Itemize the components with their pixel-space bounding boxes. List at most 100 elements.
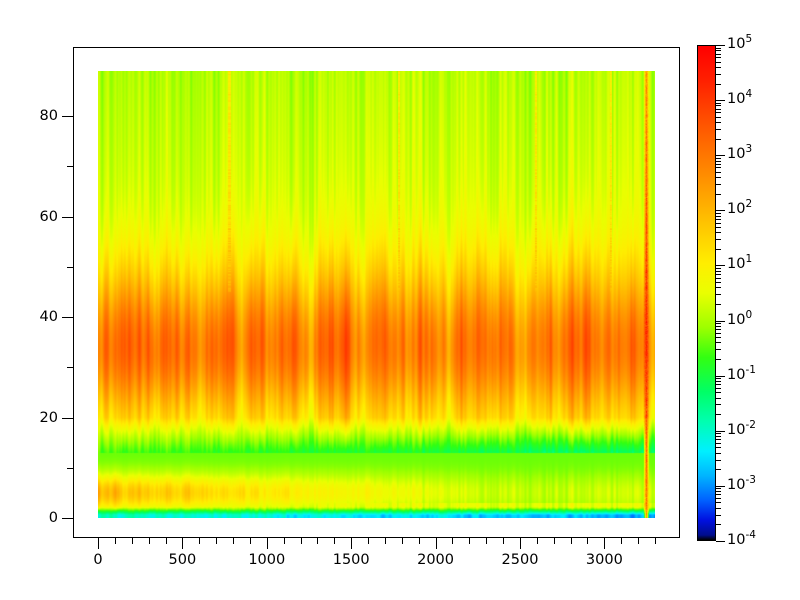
colorbar-tick-major (716, 541, 725, 542)
colorbar-tick-minor (716, 414, 721, 416)
colorbar-label-mantissa: 10 (727, 256, 746, 273)
colorbar-gradient (698, 46, 715, 540)
x-tick-minor (334, 538, 336, 544)
colorbar-tick-minor (716, 507, 721, 509)
colorbar-label-exponent: -2 (745, 418, 756, 431)
colorbar-tick-label: 105 (727, 34, 752, 52)
x-tick-major (98, 538, 99, 549)
x-tick-minor (469, 538, 471, 544)
colorbar-tick-minor (716, 433, 721, 435)
colorbar-tick-minor (716, 498, 721, 500)
x-tick-minor (300, 538, 302, 544)
y-tick-minor (67, 266, 73, 268)
colorbar-tick-minor (716, 524, 721, 526)
colorbar-tick-minor (716, 452, 721, 454)
colorbar-tick-minor (716, 277, 721, 279)
colorbar-tick-minor (716, 294, 721, 296)
colorbar-label-exponent: 2 (745, 198, 753, 211)
colorbar-tick-minor (716, 384, 721, 386)
colorbar-tick-minor (716, 112, 721, 114)
colorbar-tick-minor (716, 359, 721, 361)
colorbar-tick-minor (716, 329, 721, 331)
colorbar-tick-minor (716, 323, 721, 325)
colorbar-tick-major (716, 210, 725, 212)
colorbar-tick-minor (716, 282, 721, 284)
colorbar-tick-label: 100 (727, 309, 752, 328)
colorbar-tick-minor (716, 66, 721, 68)
colorbar-label-exponent: -1 (745, 363, 756, 376)
x-tick-minor (452, 538, 454, 544)
x-tick-minor (536, 538, 538, 544)
colorbar-label-exponent: 0 (745, 308, 753, 321)
y-tick-label: 80 (39, 108, 58, 125)
colorbar-label-mantissa: 10 (727, 311, 746, 328)
colorbar-tick-minor (716, 325, 721, 327)
x-tick-major (266, 538, 268, 549)
colorbar-tick-minor (716, 163, 721, 165)
colorbar-tick-minor (716, 387, 721, 389)
x-tick-minor (131, 538, 133, 544)
y-tick-major (62, 417, 73, 419)
colorbar-label-exponent: 4 (745, 88, 753, 101)
x-tick-minor (199, 538, 201, 544)
colorbar-tick-minor (716, 273, 721, 275)
colorbar-tick-major (716, 45, 725, 46)
x-tick-minor (249, 538, 251, 544)
colorbar-tick-label: 10-2 (727, 420, 756, 438)
x-tick-minor (638, 538, 640, 544)
x-tick-major (351, 538, 353, 549)
colorbar-tick-minor (716, 232, 721, 234)
colorbar-tick-major (716, 320, 725, 322)
colorbar-label-mantissa: 10 (727, 532, 746, 548)
x-tick-minor (587, 538, 589, 544)
colorbar-tick-minor (716, 57, 721, 59)
colorbar-tick-minor (716, 50, 721, 52)
colorbar-tick-minor (716, 108, 721, 110)
heatmap-image (98, 71, 655, 518)
colorbar-tick-minor (716, 439, 721, 441)
colorbar-label-exponent: 1 (745, 253, 753, 266)
x-tick-minor (283, 538, 285, 544)
x-tick-minor (317, 538, 319, 544)
colorbar-tick-minor (716, 488, 721, 490)
colorbar-label-mantissa: 10 (727, 36, 746, 52)
colorbar-label-exponent: 3 (745, 143, 753, 156)
x-tick-major (604, 538, 606, 549)
x-tick-minor (570, 538, 572, 544)
colorbar-tick-minor (716, 332, 721, 334)
x-tick-minor (503, 538, 505, 544)
colorbar-tick-label: 101 (727, 253, 753, 273)
colorbar-tick-minor (716, 469, 721, 471)
colorbar-label-mantissa: 10 (727, 366, 746, 383)
colorbar-tick-minor (716, 226, 721, 228)
x-tick-minor (418, 538, 420, 544)
colorbar-label-mantissa: 10 (727, 476, 746, 493)
colorbar-tick-minor (716, 105, 721, 107)
colorbar-tick-minor (716, 342, 721, 344)
x-tick-minor (233, 538, 235, 544)
colorbar-tick-minor (716, 267, 721, 269)
x-tick-major (435, 538, 437, 549)
x-tick-label: 1000 (248, 552, 286, 568)
colorbar-tick-minor (716, 447, 721, 449)
x-tick-minor (216, 538, 218, 544)
x-tick-label: 2000 (417, 552, 455, 568)
colorbar-tick-minor (716, 491, 721, 493)
colorbar-tick-major (716, 485, 725, 487)
colorbar-tick-minor (716, 53, 721, 55)
colorbar-tick-minor (716, 392, 721, 394)
x-tick-minor (384, 538, 386, 544)
y-tick-minor (67, 166, 73, 168)
colorbar-tick-minor (716, 102, 721, 104)
y-tick-minor (67, 367, 73, 369)
x-tick-minor (655, 538, 656, 544)
x-tick-minor (401, 538, 403, 544)
colorbar (697, 45, 716, 541)
colorbar-tick-minor (716, 128, 721, 130)
y-tick-major (62, 216, 73, 218)
colorbar-tick-major (716, 265, 725, 267)
x-tick-minor (148, 538, 150, 544)
colorbar-tick-minor (716, 303, 721, 305)
colorbar-tick-label: 10-1 (727, 365, 756, 383)
